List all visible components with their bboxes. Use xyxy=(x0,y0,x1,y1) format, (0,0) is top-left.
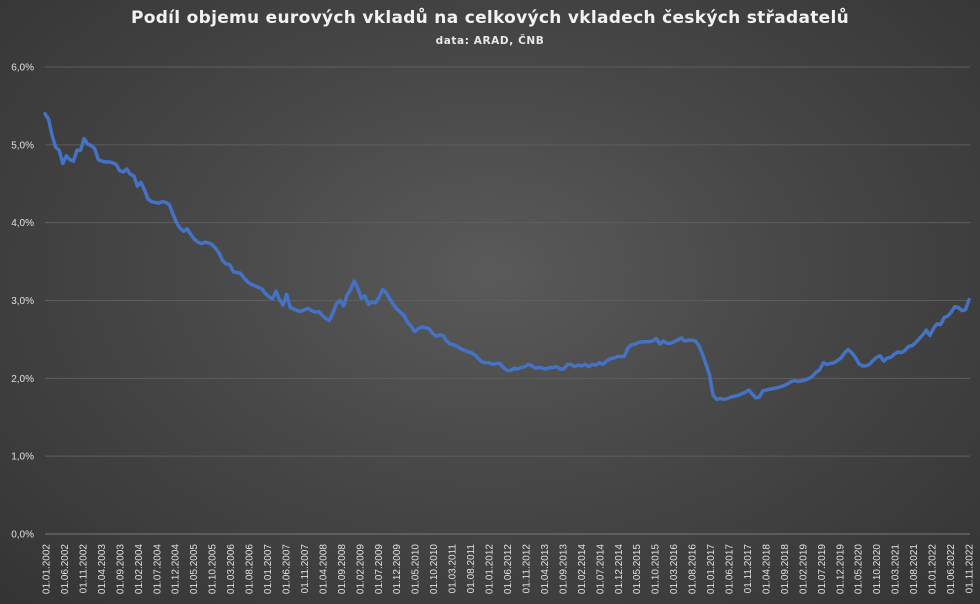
x-tick-label: 01.12.2009 xyxy=(392,544,403,594)
x-tick-label: 01.01.2002 xyxy=(42,544,53,594)
y-tick-label: 3,0% xyxy=(11,296,34,307)
chart-title: Podíl objemu eurových vkladů na celkovýc… xyxy=(130,8,850,28)
x-tick-label: 01.10.2020 xyxy=(872,544,883,594)
x-tick-label: 01.12.2014 xyxy=(614,544,625,594)
x-tick-label: 01.10.2005 xyxy=(208,544,219,594)
x-tick-label: 01.11.2022 xyxy=(965,544,976,594)
x-tick-label: 01.07.2004 xyxy=(152,544,163,594)
x-tick-label: 01.11.2002 xyxy=(78,544,89,594)
x-tick-label: 01.03.2006 xyxy=(226,544,237,594)
x-tick-label: 01.08.2016 xyxy=(688,544,699,594)
x-tick-label: 01.06.2007 xyxy=(281,544,292,594)
x-tick-label: 01.11.2012 xyxy=(521,544,532,594)
x-tick-label: 01.04.2003 xyxy=(97,544,108,594)
y-tick-label: 1,0% xyxy=(11,452,34,463)
x-tick-label: 01.12.2019 xyxy=(835,544,846,594)
chart-subtitle: data: ARAD, ČNB xyxy=(435,35,545,47)
x-tick-label: 01.07.2014 xyxy=(595,544,606,594)
x-tick-label: 01.11.2007 xyxy=(300,544,311,594)
x-tick-label: 01.05.2005 xyxy=(189,544,200,594)
x-tick-label: 01.06.2012 xyxy=(503,544,514,594)
x-tick-label: 01.01.2012 xyxy=(485,544,496,594)
x-tick-label: 01.09.2003 xyxy=(115,544,126,594)
x-tick-label: 01.09.2013 xyxy=(558,544,569,594)
x-tick-label: 01.08.2006 xyxy=(245,544,256,594)
y-axis: 0,0% 1,0% 2,0% 3,0% 4,0% 5,0% 6,0% xyxy=(11,63,34,541)
x-tick-label: 01.04.2018 xyxy=(761,544,772,594)
x-tick-label: 01.01.2007 xyxy=(263,544,274,594)
y-tick-label: 6,0% xyxy=(11,63,34,74)
x-tick-label: 01.05.2010 xyxy=(411,544,422,594)
x-tick-label: 01.03.2016 xyxy=(669,544,680,594)
x-tick-label: 01.10.2015 xyxy=(651,544,662,594)
x-tick-label: 01.10.2010 xyxy=(429,544,440,594)
x-tick-label: 01.04.2008 xyxy=(318,544,329,594)
series-group xyxy=(43,111,971,402)
x-tick-label: 01.08.2011 xyxy=(466,544,477,594)
x-tick-label: 01.12.2004 xyxy=(171,544,182,594)
x-tick-label: 01.02.2004 xyxy=(134,544,145,594)
gridlines xyxy=(45,66,970,535)
y-tick-label: 5,0% xyxy=(11,140,34,151)
x-tick-label: 01.01.2022 xyxy=(928,544,939,594)
y-tick-label: 0,0% xyxy=(11,530,34,541)
x-tick-label: 01.11.2017 xyxy=(743,544,754,594)
x-tick-label: 01.03.2011 xyxy=(448,544,459,594)
x-tick-label: 01.01.2017 xyxy=(706,544,717,594)
x-tick-label: 01.04.2013 xyxy=(540,544,551,594)
x-tick-label: 01.03.2021 xyxy=(891,544,902,594)
x-tick-label: 01.05.2015 xyxy=(632,544,643,594)
x-tick-label: 01.02.2019 xyxy=(798,544,809,594)
x-tick-label: 01.06.2017 xyxy=(725,544,736,594)
x-tick-label: 01.05.2020 xyxy=(854,544,865,594)
x-tick-label: 01.06.2002 xyxy=(60,544,71,594)
series-line xyxy=(43,111,971,402)
x-tick-label: 01.07.2019 xyxy=(817,544,828,594)
x-tick-label: 01.06.2022 xyxy=(946,544,957,594)
x-tick-label: 01.09.2018 xyxy=(780,544,791,594)
x-tick-label: 01.08.2021 xyxy=(909,544,920,594)
x-tick-label: 01.07.2009 xyxy=(374,544,385,594)
x-tick-label: 01.02.2009 xyxy=(355,544,366,594)
x-tick-label: 01.02.2014 xyxy=(577,544,588,594)
x-axis: 01.01.2002 01.06.2002 01.11.2002 01.04.2003… xyxy=(42,544,976,594)
y-tick-label: 4,0% xyxy=(11,218,34,229)
y-tick-label: 2,0% xyxy=(11,374,34,385)
x-tick-label: 01.09.2008 xyxy=(337,544,348,594)
